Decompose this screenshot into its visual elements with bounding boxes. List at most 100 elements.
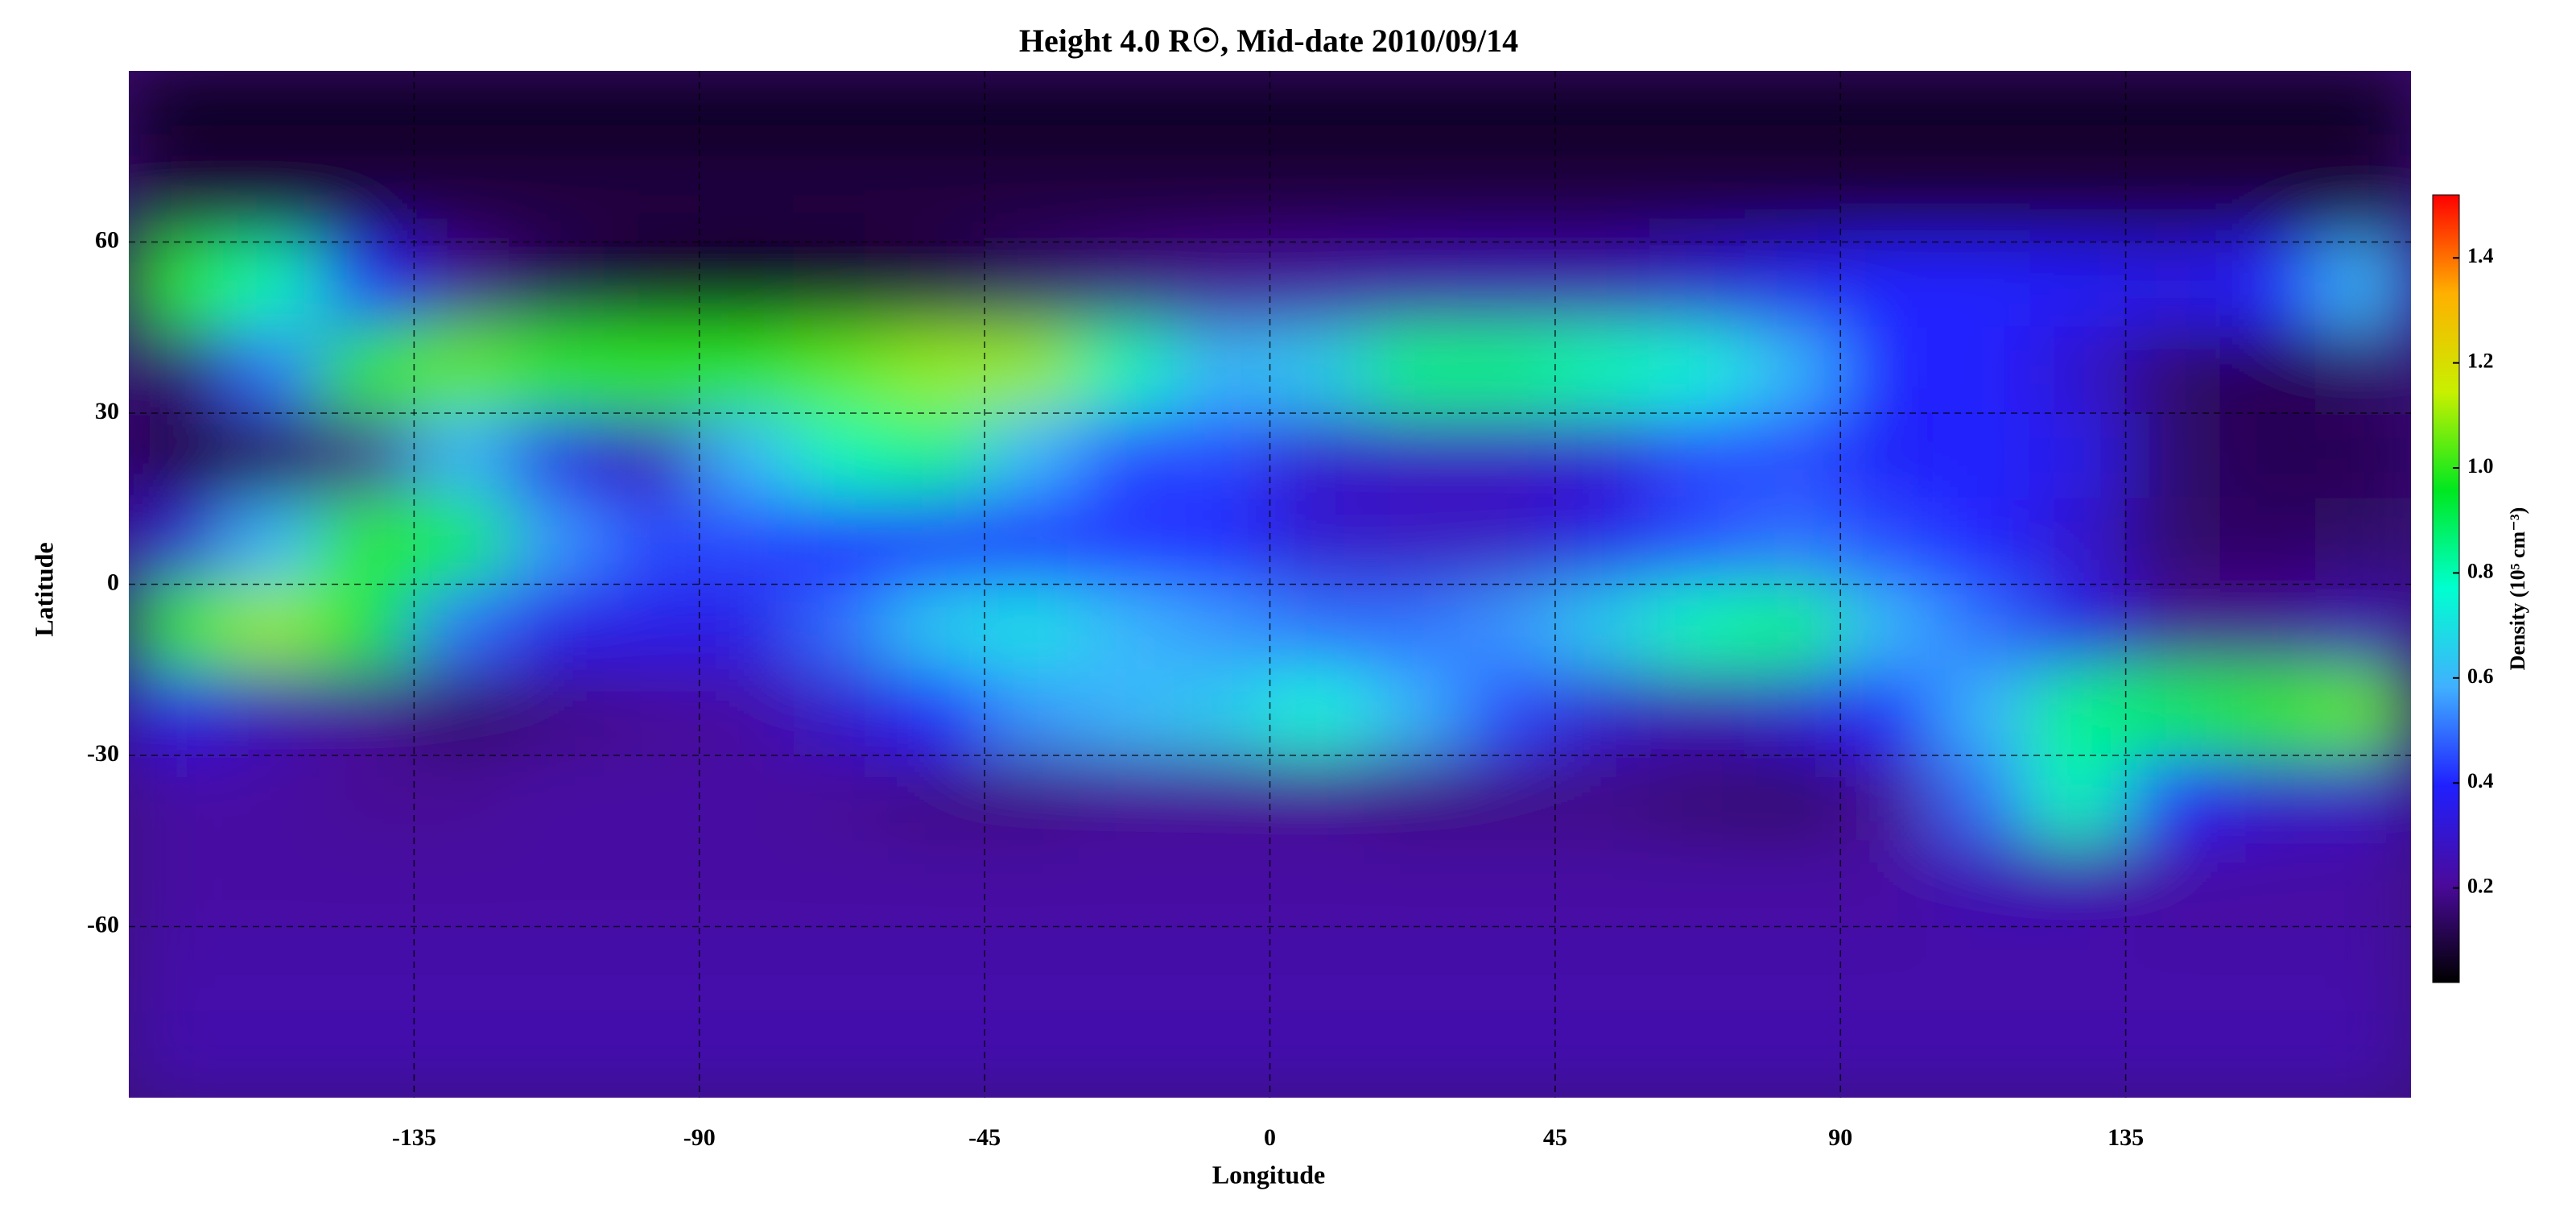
heatmap-cell xyxy=(508,925,605,1013)
heatmap-cell xyxy=(1269,71,1366,158)
heatmap-cell xyxy=(1934,412,2032,500)
heatmap-cell xyxy=(2219,755,2317,842)
heatmap-cell xyxy=(223,412,320,500)
heatmap-cell xyxy=(2219,241,2317,329)
heatmap-cell xyxy=(1554,755,1651,842)
heatmap-cell xyxy=(1269,412,1366,500)
heatmap-cell xyxy=(1364,583,1461,671)
heatmap-cell xyxy=(2124,412,2222,500)
heatmap-cell xyxy=(1839,583,1937,671)
heatmap-cell xyxy=(1839,498,1937,585)
heatmap-cell xyxy=(1839,241,1937,329)
heatmap-cell xyxy=(2314,241,2411,329)
heatmap-cell xyxy=(1079,840,1176,928)
heatmap-cell xyxy=(2314,71,2411,158)
x-tick-label: 0 xyxy=(1264,1124,1276,1151)
heatmap-cell xyxy=(698,155,795,243)
heatmap-cell xyxy=(223,755,320,842)
heatmap-cell xyxy=(1649,412,1747,500)
heatmap-cell xyxy=(603,668,700,756)
heatmap-cell xyxy=(793,498,890,585)
colorbar-tick-label: 0.6 xyxy=(2467,664,2494,688)
heatmap-cell xyxy=(508,326,605,414)
heatmap-cell xyxy=(793,412,890,500)
heatmap-cell xyxy=(1649,241,1747,329)
heatmap-cell xyxy=(1744,241,1842,329)
heatmap-cell xyxy=(1174,71,1271,158)
heatmap-cell xyxy=(1839,668,1937,756)
heatmap-cell xyxy=(318,412,415,500)
heatmap-cell xyxy=(889,583,986,671)
heatmap-cell xyxy=(698,241,795,329)
heatmap-cell xyxy=(1459,326,1556,414)
chart-title: Height 4.0 R☉, Mid-date 2010/09/14 xyxy=(1019,23,1518,59)
colorbar-tick-label: 1.0 xyxy=(2467,454,2494,478)
heatmap-cell xyxy=(1269,155,1366,243)
heatmap-cell xyxy=(603,155,700,243)
heatmap-cell xyxy=(413,412,510,500)
heatmap-cell xyxy=(1839,925,1937,1013)
heatmap-cell xyxy=(129,1011,225,1098)
heatmap-cell xyxy=(2219,1011,2317,1098)
heatmap-cell xyxy=(2029,498,2127,585)
heatmap-cell xyxy=(603,498,700,585)
heatmap-cell xyxy=(889,498,986,585)
heatmap-cell xyxy=(889,1011,986,1098)
heatmap-cell xyxy=(318,241,415,329)
heatmap-cell xyxy=(698,583,795,671)
heatmap-cell xyxy=(984,498,1081,585)
heatmap-cell xyxy=(889,668,986,756)
heatmap-cell xyxy=(2124,326,2222,414)
heatmap-cell xyxy=(698,840,795,928)
heatmap-cell xyxy=(1364,326,1461,414)
heatmap-cell xyxy=(129,755,225,842)
heatmap-cell xyxy=(603,755,700,842)
heatmap-cell xyxy=(1174,412,1271,500)
heatmap-cell xyxy=(223,326,320,414)
heatmap-cell xyxy=(1079,155,1176,243)
heatmap-cell xyxy=(2219,498,2317,585)
heatmap-cell xyxy=(129,668,225,756)
heatmap-cell xyxy=(1554,840,1651,928)
grid xyxy=(129,71,2411,1098)
heatmap-cell xyxy=(1174,241,1271,329)
heatmap-cell xyxy=(1174,1011,1271,1098)
heatmap-cell xyxy=(1554,155,1651,243)
heatmap-cell xyxy=(1649,155,1747,243)
heatmap-cell xyxy=(1269,1011,1366,1098)
heatmap-cell xyxy=(1934,840,2032,928)
heatmap-cell xyxy=(889,71,986,158)
heatmap-cell xyxy=(984,326,1081,414)
heatmap-cell xyxy=(603,840,700,928)
heatmap-cell xyxy=(2124,755,2222,842)
heatmap-cell xyxy=(1839,840,1937,928)
heatmap-cell xyxy=(318,498,415,585)
heatmap-cell xyxy=(223,71,320,158)
y-tick-label: 60 xyxy=(95,226,119,253)
heatmap-cell xyxy=(2314,155,2411,243)
heatmap-cell xyxy=(2029,668,2127,756)
heatmap-cell xyxy=(2314,840,2411,928)
heatmap-cell xyxy=(1269,840,1366,928)
heatmap-cell xyxy=(1934,925,2032,1013)
heatmap-cell xyxy=(2219,840,2317,928)
heatmap-cell xyxy=(1364,412,1461,500)
heatmap-cell xyxy=(1839,155,1937,243)
colorbar-tick-label: 1.2 xyxy=(2467,350,2494,373)
heatmap-cell xyxy=(1744,668,1842,756)
heatmap-cell xyxy=(603,1011,700,1098)
heatmap-cell xyxy=(318,925,415,1013)
heatmap-cell xyxy=(1554,71,1651,158)
heatmap-cell xyxy=(984,241,1081,329)
heatmap-cell xyxy=(1649,925,1747,1013)
heatmap-cell xyxy=(1649,71,1747,158)
x-tick-label: -45 xyxy=(968,1124,1001,1151)
heatmap-cell xyxy=(129,925,225,1013)
heatmap-cell xyxy=(1934,71,2032,158)
heatmap-cell xyxy=(413,755,510,842)
heatmap-cell xyxy=(2124,71,2222,158)
heatmap-cell xyxy=(1839,1011,1937,1098)
heatmap-cell xyxy=(2124,583,2222,671)
heatmap-cell xyxy=(223,241,320,329)
heatmap-cell xyxy=(1174,925,1271,1013)
